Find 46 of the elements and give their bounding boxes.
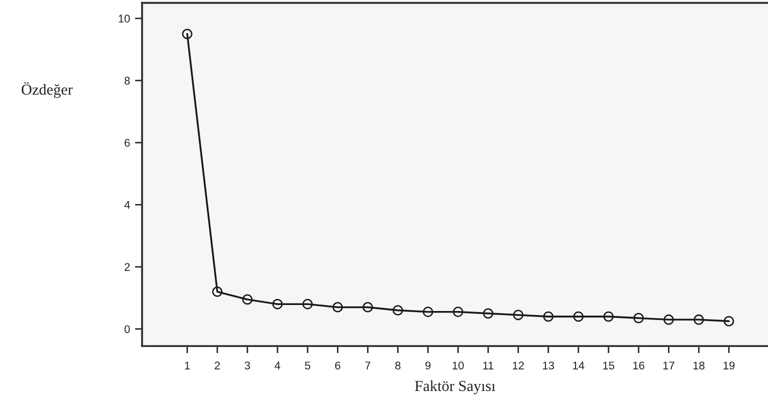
x-tick-label: 4	[274, 362, 280, 370]
y-axis-title: Özdeğer	[22, 82, 73, 98]
x-tick-label: 5	[304, 362, 310, 370]
x-tick-label: 10	[452, 362, 464, 370]
x-tick-label: 8	[395, 362, 400, 370]
x-tick-label: 7	[365, 362, 370, 370]
point	[573, 311, 584, 322]
y-tick-label: 6	[124, 138, 130, 147]
point	[182, 28, 192, 40]
y-tick-label: 0	[124, 325, 130, 334]
point	[212, 286, 223, 297]
point	[362, 302, 373, 312]
point	[242, 294, 253, 305]
x-tick-label: 17	[663, 362, 674, 370]
x-tick-label: 1	[184, 362, 190, 370]
point	[633, 312, 644, 324]
x-tick-label: 11	[483, 362, 494, 370]
y-tick-label: 2	[124, 263, 130, 271]
point	[392, 305, 404, 316]
y-tick-label: 10	[118, 14, 130, 23]
x-tick-label: 19	[724, 362, 735, 370]
point	[543, 311, 554, 322]
x-tick-label: 16	[633, 362, 644, 370]
x-tick-label: 12	[512, 362, 524, 370]
point	[694, 314, 704, 325]
y-tick-label: 8	[124, 76, 130, 85]
point	[482, 308, 494, 319]
point	[452, 306, 464, 318]
x-axis-title: Faktör Sayısı	[414, 380, 496, 394]
point	[513, 310, 524, 320]
point	[603, 311, 614, 322]
point	[422, 306, 434, 318]
y-tick-label: 4	[124, 201, 130, 209]
x-tick-label: 18	[693, 362, 704, 370]
point	[663, 314, 674, 325]
point	[332, 302, 343, 312]
x-tick-label: 2	[214, 362, 220, 370]
x-tick-label: 15	[603, 362, 614, 370]
x-tick-label: 9	[425, 362, 431, 370]
x-tick-label: 14	[573, 362, 584, 370]
point	[724, 316, 734, 326]
point	[272, 298, 283, 310]
x-tick-label: 13	[542, 362, 554, 370]
x-tick-label: 6	[335, 362, 340, 370]
x-tick-label: 3	[244, 362, 250, 370]
point	[302, 298, 313, 310]
